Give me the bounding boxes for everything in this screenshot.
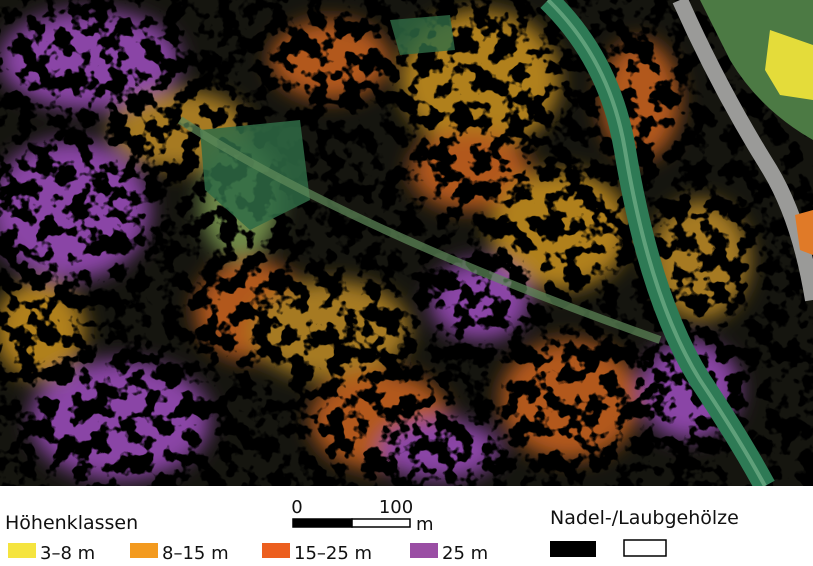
conifer-swatch [550, 541, 596, 557]
scale-segment [293, 519, 352, 527]
legend-label: 15–25 m [294, 543, 372, 562]
clearing [390, 15, 455, 55]
scale-label: 100 [379, 497, 413, 518]
legend-label: 8–15 m [162, 543, 229, 562]
legend-title: Höhenklassen [5, 512, 138, 534]
legend-swatch [8, 543, 36, 558]
legend-swatch [130, 543, 158, 558]
legend: 3–8 m 8–15 m 15–25 m 25 m [8, 543, 488, 562]
scale-segment [352, 519, 410, 527]
scale-unit: m [416, 514, 434, 535]
legend-label: 3–8 m [40, 543, 95, 562]
scale-label: 0 [291, 497, 302, 518]
type-legend-title: Nadel-/Laubgehölze [550, 507, 739, 529]
deciduous-swatch [624, 540, 666, 556]
map-image [0, 0, 813, 486]
legend-swatch [262, 543, 290, 558]
scale-bar: 0 100 m [291, 497, 433, 535]
legend-swatch [410, 543, 438, 558]
map-figure: Höhenklassen 3–8 m 8–15 m 15–25 m 25 m 0 10… [0, 0, 813, 562]
page: {"legend": {"title": "Höhenklassen", "it… [0, 0, 813, 562]
legend-label: 25 m [442, 543, 488, 562]
